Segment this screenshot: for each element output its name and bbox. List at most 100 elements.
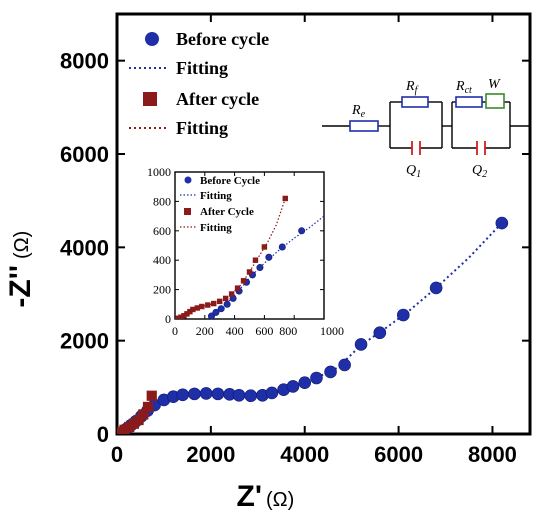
inset-x-tick-label: 0	[172, 324, 178, 338]
y-axis-label: -Z''	[4, 265, 37, 308]
main-point-before-cycle	[199, 387, 213, 400]
main-x-tick-label: 8000	[468, 442, 517, 467]
x-axis-unit: (Ω)	[266, 489, 294, 511]
inset-point-after-cycle	[175, 315, 181, 319]
legend-marker-after-cycle	[143, 92, 157, 106]
x-axis-title: Z' (Ω)	[237, 480, 295, 513]
main-point-before-cycle	[495, 216, 509, 230]
main-point-before-cycle	[244, 389, 258, 403]
label-re: Re	[351, 103, 366, 120]
main-series-group	[117, 216, 509, 434]
inset-point-after-cycle	[178, 314, 184, 319]
main-x-tick-label: 6000	[374, 442, 423, 467]
inset-point-after-cycle	[199, 303, 205, 310]
inset-legend-label-before-cycle: Before Cycle	[200, 175, 260, 187]
inset-frame-border	[174, 171, 325, 320]
legend-label-before-cycle: Before cycle	[176, 29, 269, 49]
capacitor-q2	[476, 141, 486, 155]
inset-y-tick-label: 800	[153, 194, 171, 208]
legend-label-fitting-blue: Fitting	[176, 58, 228, 78]
circuit-wires	[322, 101, 530, 149]
main-x-tick-label: 0	[111, 442, 123, 467]
inset-y-tick-label: 400	[153, 253, 171, 267]
y-axis-title: -Z'' (Ω)	[4, 231, 37, 308]
inset-x-tick-label: 1000	[320, 324, 344, 338]
inset-point-after-cycle	[205, 302, 211, 308]
main-y-tick-label: 2000	[60, 329, 109, 354]
inset-point-after-cycle	[282, 195, 288, 202]
main-point-before-cycle	[232, 388, 246, 402]
main-point-before-cycle	[310, 371, 323, 385]
legend-label-fitting-red: Fitting	[176, 118, 228, 138]
resistor-rct	[455, 96, 483, 108]
label-rct: Rct	[455, 79, 472, 96]
inset-legend-marker-after-cycle	[184, 208, 191, 215]
main-frame-border	[115, 12, 532, 436]
main-plot-frame	[115, 12, 532, 436]
main-point-before-cycle	[286, 380, 300, 393]
inset-point-after-cycle	[234, 285, 241, 291]
inset-point-after-cycle	[194, 305, 201, 311]
label-q1: Q1	[406, 163, 421, 180]
inset-point-before-cycle	[256, 264, 264, 272]
inset-point-after-cycle	[184, 311, 190, 317]
main-y-tick-label: 4000	[60, 235, 109, 260]
inset-y-tick-label: 200	[153, 283, 171, 297]
main-point-before-cycle	[338, 358, 351, 372]
main-y-tick-label: 8000	[60, 49, 109, 74]
inset-point-before-cycle	[217, 305, 225, 313]
inset-legend-marker-before-cycle	[184, 176, 192, 184]
inset-point-after-cycle	[187, 308, 193, 315]
inset-series-group	[175, 195, 324, 319]
inset-point-after-cycle	[211, 300, 217, 307]
inset-point-after-cycle	[222, 295, 229, 302]
main-legend: Before cycle Fitting After cycle Fitting	[129, 29, 269, 138]
inset-point-after-cycle	[190, 306, 196, 313]
inset-legend-label-fitting-red: Fitting	[200, 222, 232, 234]
main-data-layer	[117, 216, 509, 434]
main-point-before-cycle	[298, 376, 312, 389]
legend-label-after-cycle: After cycle	[176, 89, 259, 109]
legend-marker-before-cycle	[145, 32, 159, 46]
resistor-re	[349, 120, 379, 132]
main-point-after-cycle	[146, 390, 157, 401]
main-point-before-cycle	[429, 281, 443, 295]
inset-x-tick-label: 600	[255, 324, 273, 338]
main-point-before-cycle	[324, 365, 337, 379]
main-x-tick-label: 4000	[280, 442, 329, 467]
inset-legend-label-after-cycle: After Cycle	[200, 206, 254, 218]
inset-point-before-cycle	[212, 308, 220, 316]
inset-axis-ticks: 0 200 400 600 800 1000 0 200 400 600 800 1000	[147, 165, 344, 338]
inset-point-after-cycle	[228, 291, 235, 297]
inset-legend-label-fitting-blue: Fitting	[200, 190, 232, 202]
inset-x-tick-label: 200	[196, 324, 214, 338]
inset-point-after-cycle	[246, 269, 253, 275]
main-point-before-cycle	[211, 387, 225, 401]
inset-legend: Before Cycle Fitting After Cycle Fitting	[180, 175, 260, 234]
main-point-before-cycle	[373, 326, 387, 340]
inset-data-layer	[175, 195, 324, 319]
main-point-after-cycle	[138, 409, 149, 420]
inset-point-before-cycle	[223, 300, 231, 308]
inset-x-tick-label: 400	[226, 324, 244, 338]
equivalent-circuit-diagram: Re Rf Rct W Q1 Q2	[322, 77, 530, 180]
y-axis-unit: (Ω)	[11, 231, 33, 259]
inset-point-before-cycle	[265, 253, 273, 261]
inset-y-tick-label: 1000	[147, 165, 171, 179]
main-x-tick-label: 2000	[186, 442, 235, 467]
main-point-before-cycle	[188, 387, 201, 401]
warburg-element	[485, 93, 505, 109]
inset-point-before-cycle	[298, 227, 306, 235]
main-point-after-cycle	[142, 401, 154, 413]
main-point-after-cycle	[133, 414, 144, 426]
resistor-rf	[401, 96, 429, 108]
main-point-before-cycle	[354, 338, 368, 351]
main-point-before-cycle	[396, 308, 410, 322]
inset-point-after-cycle	[240, 278, 247, 284]
capacitor-q1	[411, 141, 421, 155]
x-axis-label: Z'	[237, 480, 262, 513]
inset-point-after-cycle	[216, 298, 223, 305]
